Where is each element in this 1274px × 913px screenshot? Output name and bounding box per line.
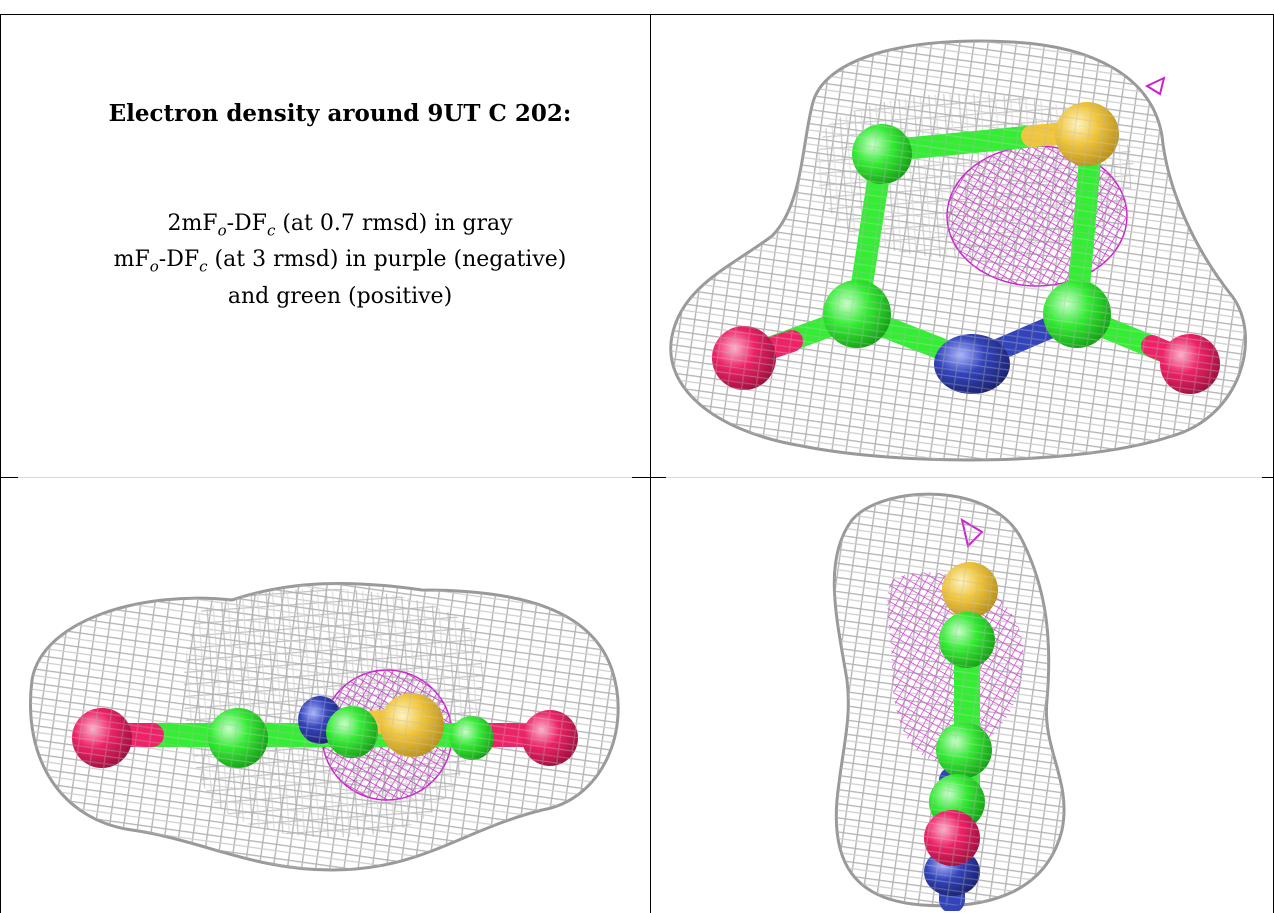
frame-middle: [650, 14, 651, 913]
divider-tick-mid-right: [650, 477, 666, 478]
divider-tick-right: [1262, 477, 1274, 478]
divider-tick-mid-left: [632, 477, 650, 478]
density-view-edge-on-svg: [29, 581, 620, 872]
legend-line-3: and green (positive): [227, 283, 453, 309]
frame-left: [0, 14, 1, 913]
density-view-front-svg: [669, 39, 1247, 462]
legend-line-1: 2mFo-DFc (at 0.7 rmsd) in gray: [167, 211, 513, 240]
density-view-side-svg: [832, 492, 1066, 911]
negative-density-fragment: [1144, 76, 1166, 96]
density-view-side: [652, 480, 1272, 911]
caption-title: Electron density around 9UT C 202:: [108, 100, 572, 127]
density-view-edge-on: [2, 480, 648, 911]
caption-panel: Electron density around 9UT C 202: 2mFo-…: [40, 100, 640, 312]
legend-line-2: mFo-DFc (at 3 rmsd) in purple (negative): [113, 247, 567, 276]
frame-top: [0, 14, 1274, 15]
density-view-front: [652, 16, 1272, 476]
divider-tick-left: [0, 477, 18, 478]
